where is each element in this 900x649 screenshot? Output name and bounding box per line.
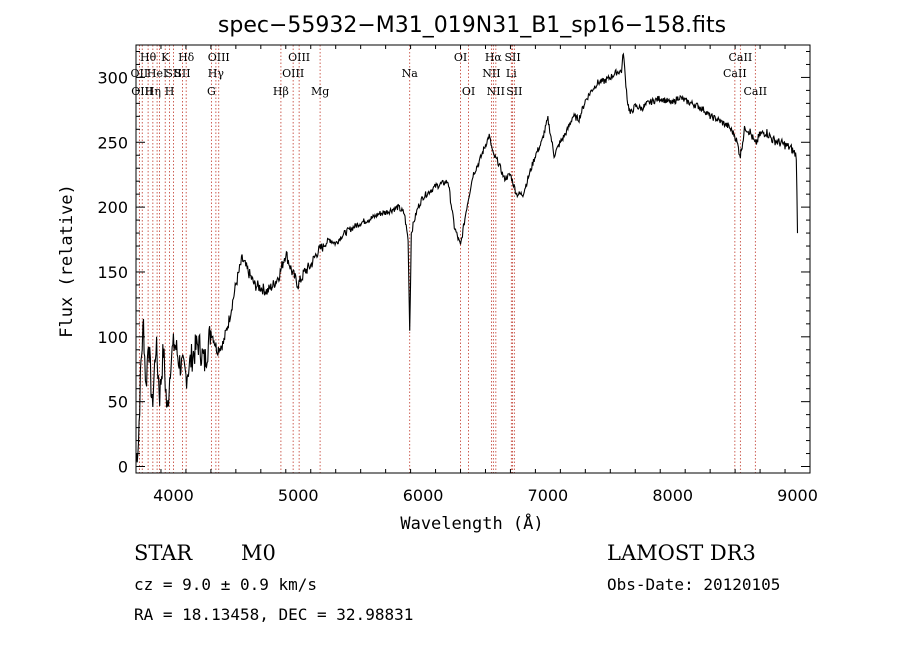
x-tick-label: 5000 [278,486,319,505]
line-label-14: Hβ [273,85,289,98]
line-label-17: Mg [311,85,329,98]
x-tick-label: 8000 [652,486,693,505]
chart-title: spec−55932−M31_019N31_B1_sp16−158.fits [218,13,726,38]
flux-series-line [135,52,799,463]
y-tick-label: 200 [97,198,128,217]
line-label-20: OI [462,85,475,98]
y-tick-label: 300 [97,68,128,87]
line-label-13: OIII [208,51,230,64]
y-tick-label: 50 [108,393,128,412]
line-label-18: Na [402,67,419,80]
line-label-16: OIII [288,51,310,64]
line-label-12: Hγ [208,67,225,80]
line-label-28: CaII [729,51,753,64]
line-label-8: SII [165,67,181,80]
y-tick-label: 0 [118,458,128,477]
line-label-7: H [165,85,175,98]
emission-lines [138,45,756,473]
object-subclass: M0 [241,541,276,565]
object-class: STAR [134,541,193,565]
line-label-26: SII [506,85,522,98]
line-label-0: OII [131,67,149,80]
line-label-6: K [161,51,170,64]
y-tick-label: 250 [97,133,128,152]
line-label-21: NII [482,67,500,80]
x-tick-label: 6000 [403,486,444,505]
line-label-2: Hθ [140,51,157,64]
line-label-25: SII [504,51,520,64]
line-label-10: SII [174,67,190,80]
line-label-1: OIII [131,85,153,98]
x-axis-ticks: 4000 5000 6000 7000 8000 9000 [135,45,818,505]
line-label-24: Li [506,67,517,80]
line-label-11: G [207,85,216,98]
line-label-23: NII [487,85,505,98]
y-axis-ticks: 0 50 100 150 200 250 300 [97,50,810,477]
line-label-15: OIII [282,67,304,80]
x-axis-label: Wavelength (Å) [400,512,543,534]
line-label-19: OI [454,51,467,64]
x-tick-label: 4000 [153,486,194,505]
plot-frame [135,44,811,474]
survey-name: LAMOST DR3 [607,541,756,565]
y-tick-label: 150 [97,263,128,282]
line-label-27: CaII [723,67,747,80]
x-tick-label: 7000 [528,486,569,505]
y-tick-label: 100 [97,328,128,347]
observation-date: Obs-Date: 20120105 [607,575,780,594]
line-label-22: Hα [485,51,503,64]
line-label-9: Hδ [178,51,195,64]
emission-line-labels: OII OIII Hθ Hη HeI K H SII Hδ SII G Hγ OIII Hβ OIII OII… [131,51,768,98]
coordinates: RA = 18.13458, DEC = 32.98831 [134,605,413,624]
redshift-cz: cz = 9.0 ± 0.9 km/s [134,575,317,594]
y-axis-label: Flux (relative) [57,184,77,338]
x-tick-label: 9000 [777,486,818,505]
line-label-3: Hη [145,85,161,98]
line-label-29: CaII [743,85,767,98]
line-label-4: HeI [147,67,167,80]
